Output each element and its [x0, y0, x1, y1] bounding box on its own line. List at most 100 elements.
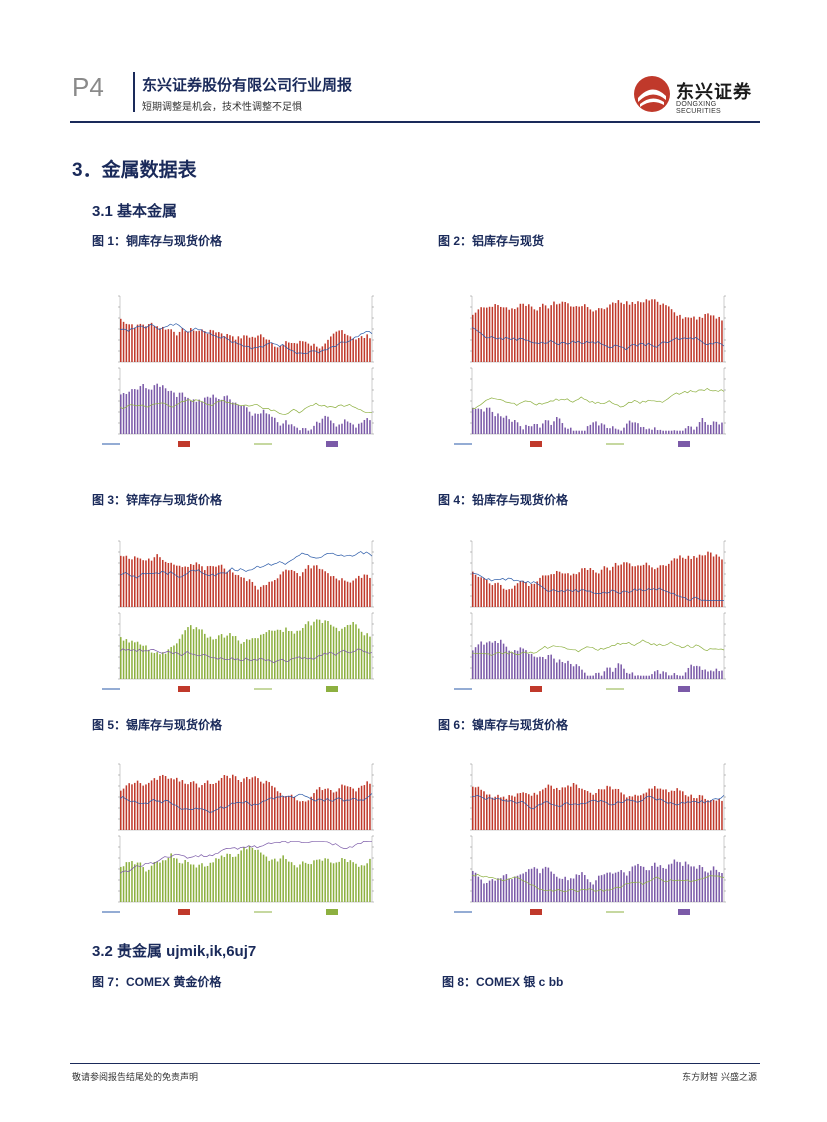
inventory-bar — [556, 662, 558, 679]
inventory-bar — [344, 785, 346, 830]
inventory-bar — [544, 420, 547, 434]
inventory-bar — [547, 420, 550, 434]
inventory-bar — [500, 306, 502, 362]
inventory-bar — [536, 310, 538, 362]
inventory-bar — [170, 390, 172, 434]
inventory-bar — [226, 395, 228, 434]
inventory-bar — [204, 633, 206, 679]
inventory-bar — [159, 557, 161, 607]
inventory-bar — [254, 849, 256, 902]
inventory-bar — [530, 653, 533, 679]
inventory-bar — [327, 858, 329, 902]
inventory-bar — [330, 862, 332, 902]
inventory-bar — [251, 777, 254, 830]
inventory-bar — [698, 316, 701, 362]
inventory-bar — [477, 876, 480, 902]
inventory-bar — [606, 667, 608, 679]
inventory-bar — [271, 630, 273, 679]
inventory-bar — [519, 792, 522, 830]
inventory-bar — [662, 303, 664, 362]
inventory-bar — [637, 565, 639, 607]
inventory-bar — [620, 564, 622, 607]
inventory-bar — [525, 793, 527, 830]
inventory-bar — [128, 862, 130, 902]
inventory-bar — [502, 417, 505, 434]
inventory-bar — [553, 873, 555, 902]
inventory-bar — [505, 307, 508, 362]
inventory-bar — [310, 345, 312, 362]
inventory-bar — [299, 430, 301, 434]
inventory-bar — [212, 784, 214, 830]
inventory-bar — [668, 430, 670, 434]
inventory-bar — [693, 666, 695, 679]
inventory-bar — [530, 868, 533, 902]
inventory-bar — [150, 322, 153, 362]
inventory-bar — [122, 321, 125, 362]
inventory-bar — [530, 583, 533, 607]
inventory-bar — [349, 860, 352, 902]
inventory-bar — [631, 422, 634, 434]
inventory-bar — [142, 560, 144, 607]
inventory-bar — [578, 306, 580, 362]
inventory-bar — [547, 867, 550, 902]
inventory-bar — [226, 333, 228, 362]
inventory-bar — [718, 556, 720, 607]
inventory-bar — [505, 646, 508, 679]
inventory-bar — [324, 620, 326, 679]
inventory-bar — [324, 571, 326, 607]
inventory-bar — [318, 568, 321, 607]
inventory-bar — [721, 873, 723, 902]
lower-price-line — [471, 639, 725, 656]
inventory-bar — [271, 416, 273, 434]
inventory-bar — [192, 564, 195, 607]
inventory-bar — [260, 634, 262, 679]
inventory-bar — [516, 650, 519, 679]
inventory-bar — [136, 862, 139, 902]
inventory-bar — [223, 775, 226, 830]
inventory-bar — [656, 567, 659, 607]
inventory-bar — [229, 569, 231, 607]
inventory-bar — [676, 675, 678, 679]
inventory-bar — [139, 862, 142, 902]
inventory-bar — [304, 801, 307, 830]
inventory-bar — [488, 880, 491, 902]
inventory-bar — [120, 637, 122, 679]
inventory-bar — [609, 304, 611, 362]
inventory-bar — [346, 581, 349, 607]
inventory-bar — [330, 576, 332, 607]
inventory-bar — [642, 675, 645, 679]
inventory-bar — [257, 638, 259, 679]
inventory-bar — [502, 875, 505, 902]
inventory-bar — [626, 875, 628, 902]
inventory-bar — [201, 329, 203, 362]
inventory-bar — [645, 299, 648, 362]
inventory-bar — [584, 790, 586, 830]
inventory-bar — [134, 782, 136, 830]
inventory-bar — [268, 581, 270, 607]
inventory-bar — [586, 569, 589, 607]
inventory-bar — [474, 787, 477, 830]
inventory-bar — [603, 309, 606, 362]
footer-slogan: 东方财智 兴盛之源 — [682, 1073, 757, 1083]
inventory-bar — [268, 630, 270, 679]
inventory-bar — [125, 394, 128, 434]
inventory-bar — [159, 775, 161, 830]
inventory-bar — [698, 422, 701, 434]
inventory-bar — [363, 785, 366, 830]
lower-price-line — [471, 387, 725, 410]
inventory-bar — [268, 782, 270, 830]
inventory-bar — [332, 626, 335, 679]
chart-svg — [454, 540, 726, 692]
inventory-bar — [640, 866, 642, 902]
inventory-bar — [316, 859, 318, 902]
inventory-bar — [561, 573, 564, 607]
inventory-bar — [553, 788, 555, 830]
inventory-bar — [153, 557, 156, 607]
inventory-bar — [614, 428, 617, 434]
inventory-bar — [195, 627, 198, 679]
inventory-bar — [589, 309, 592, 362]
inventory-bar — [184, 566, 186, 607]
inventory-bar — [159, 862, 161, 902]
inventory-bar — [145, 388, 147, 434]
inventory-bar — [693, 556, 695, 607]
